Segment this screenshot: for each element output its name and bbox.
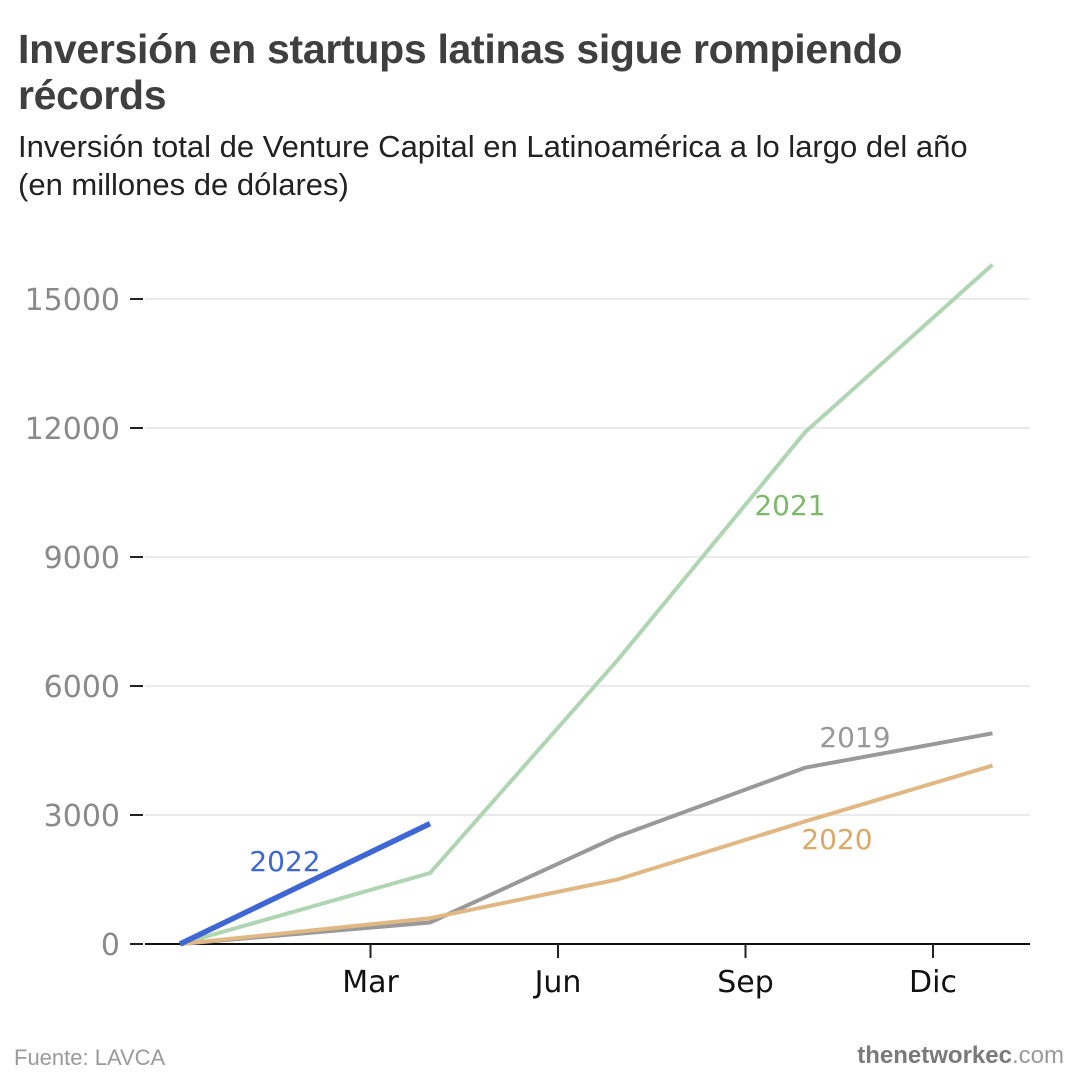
series-labels: 2019 2020 2021 2022	[249, 489, 890, 878]
series-label-2021: 2021	[754, 489, 825, 522]
brand-name: thenetworkec	[857, 1042, 1012, 1069]
series-lines	[178, 263, 994, 947]
x-tick-label: Mar	[342, 965, 399, 1000]
y-tick-label: 0	[101, 928, 120, 963]
brand-domain: .com	[1011, 1042, 1064, 1069]
y-tick-label: 6000	[44, 670, 120, 705]
series-line-2021	[179, 263, 994, 946]
grid-lines	[145, 298, 1030, 816]
x-tick-label: Sep	[717, 965, 774, 1000]
y-tick-label: 15000	[25, 283, 120, 318]
series-line-2022	[178, 821, 432, 947]
y-tick-label: 3000	[44, 799, 120, 834]
chart-title: Inversión en startups latinas sigue romp…	[18, 26, 903, 118]
brand-credit: thenetworkec.com	[857, 1042, 1064, 1070]
series-line-2020	[179, 763, 994, 946]
series-line-2019	[179, 731, 993, 946]
y-tick-label: 9000	[44, 541, 120, 576]
y-tick-label: 12000	[25, 412, 120, 447]
x-axis: Mar Jun Sep Dic	[145, 943, 1030, 1000]
x-tick-label: Dic	[909, 965, 957, 1000]
source-note: Fuente: LAVCA	[14, 1045, 166, 1070]
y-axis: 0 3000 6000 9000 12000 15000	[25, 283, 143, 963]
series-label-2019: 2019	[819, 721, 890, 754]
series-label-2022: 2022	[249, 845, 320, 878]
chart-subtitle: Inversión total de Venture Capital en La…	[18, 129, 968, 202]
series-label-2020: 2020	[801, 823, 872, 856]
x-tick-label: Jun	[533, 965, 582, 1000]
